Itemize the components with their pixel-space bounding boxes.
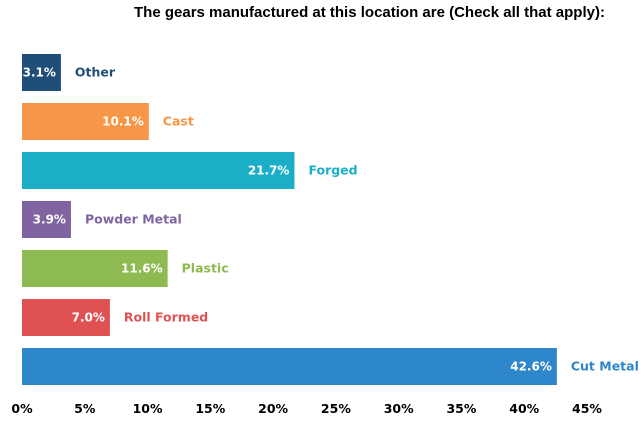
bar-cast — [22, 103, 149, 140]
bar-label-other: Other — [75, 65, 116, 80]
x-tick-label: 0% — [11, 401, 33, 416]
bar-value-cast: 10.1% — [102, 115, 144, 129]
bar-label-roll-formed: Roll Formed — [124, 310, 208, 325]
bar-value-roll-formed: 7.0% — [72, 311, 105, 325]
x-tick-label: 30% — [384, 401, 414, 416]
bars-group: 3.1% Other 10.1% Cast 21.7% Forged 3.9% Powder … — [22, 54, 639, 385]
bar-value-forged: 21.7% — [248, 164, 290, 178]
bar-value-cut-metal: 42.6% — [510, 360, 552, 374]
bar-value-powder-metal: 3.9% — [33, 213, 66, 227]
bar-label-forged: Forged — [308, 163, 357, 178]
x-tick-label: 25% — [321, 401, 351, 416]
x-tick-label: 40% — [509, 401, 539, 416]
x-tick-label: 20% — [258, 401, 288, 416]
bar-cut-metal — [22, 348, 557, 385]
bar-value-other: 3.1% — [23, 66, 56, 80]
x-tick-label: 5% — [74, 401, 96, 416]
bar-powder-metal — [22, 201, 71, 238]
bar-plastic — [22, 250, 168, 287]
bar-other — [22, 54, 61, 91]
x-axis-ticks: 0% 5% 10% 15% 20% 25% 30% 35% 40% 45% — [11, 401, 602, 416]
bar-label-powder-metal: Powder Metal — [85, 212, 182, 227]
x-tick-label: 45% — [572, 401, 602, 416]
bar-forged — [22, 152, 295, 189]
x-tick-label: 10% — [133, 401, 163, 416]
bar-roll-formed — [22, 299, 110, 336]
x-tick-label: 15% — [195, 401, 225, 416]
x-tick-label: 35% — [446, 401, 476, 416]
bar-label-cut-metal: Cut Metal — [571, 359, 639, 374]
bar-label-plastic: Plastic — [182, 261, 229, 276]
chart-title: The gears manufactured at this location … — [134, 4, 605, 21]
bar-label-cast: Cast — [163, 114, 194, 129]
bar-value-plastic: 11.6% — [121, 262, 163, 276]
